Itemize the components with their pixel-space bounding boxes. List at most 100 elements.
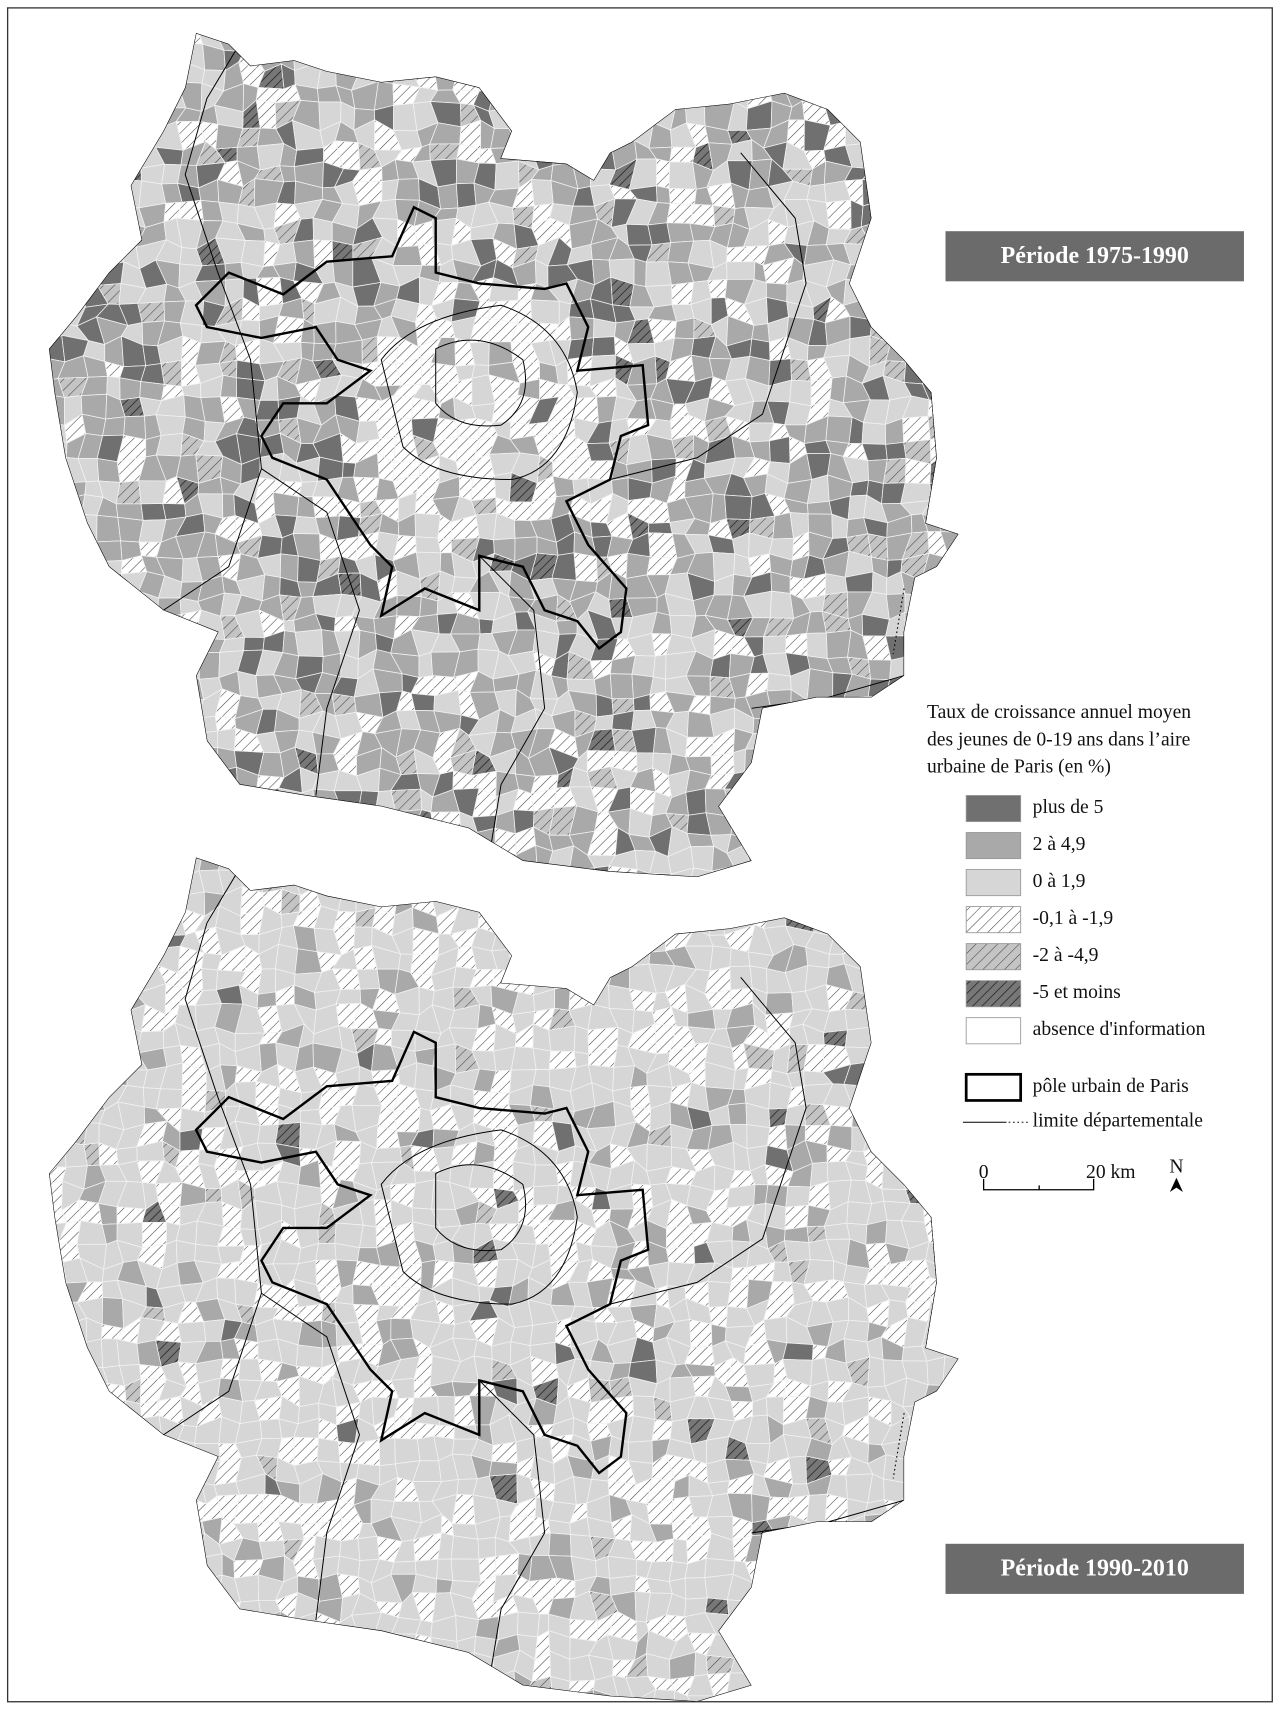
commune — [549, 928, 568, 954]
commune — [473, 45, 495, 72]
commune — [379, 1438, 395, 1465]
commune — [123, 1415, 145, 1444]
commune — [511, 1047, 536, 1071]
commune — [629, 989, 656, 1012]
commune — [931, 985, 950, 1010]
commune — [969, 23, 983, 47]
commune — [97, 459, 120, 483]
commune — [218, 847, 242, 871]
commune — [356, 868, 383, 893]
commune — [766, 1710, 793, 1714]
commune — [921, 1063, 945, 1091]
commune — [863, 884, 892, 912]
commune — [945, 141, 971, 166]
commune — [587, 974, 611, 986]
commune — [202, 969, 218, 991]
commune — [941, 207, 965, 229]
commune — [803, 1537, 833, 1561]
commune — [869, 1101, 886, 1127]
commune — [590, 84, 616, 108]
page: Taux de croissance {"maps":[{"title":"Pé… — [0, 0, 1281, 1714]
commune — [156, 793, 181, 818]
commune — [883, 458, 906, 483]
commune — [806, 887, 833, 907]
commune — [254, 30, 280, 53]
commune — [282, 835, 303, 854]
commune — [824, 753, 852, 770]
commune — [966, 649, 988, 680]
commune — [394, 810, 422, 837]
commune — [941, 1619, 970, 1639]
legend-swatch — [966, 832, 1020, 858]
commune — [921, 122, 945, 151]
commune — [549, 1026, 576, 1052]
commune — [669, 162, 696, 189]
commune — [234, 1670, 257, 1701]
commune — [452, 850, 477, 874]
commune — [475, 22, 489, 50]
commune — [614, 1698, 637, 1714]
commune — [844, 1615, 867, 1641]
commune — [928, 1301, 947, 1322]
commune — [785, 1596, 809, 1620]
commune — [280, 554, 298, 582]
commune — [39, 535, 63, 561]
commune — [866, 123, 891, 151]
commune — [920, 1102, 949, 1129]
commune — [496, 868, 517, 889]
commune — [920, 1084, 944, 1106]
commune — [44, 749, 63, 778]
commune — [77, 164, 108, 190]
commune — [942, 1415, 970, 1443]
commune — [708, 22, 734, 43]
commune — [244, 637, 265, 650]
commune — [317, 1438, 340, 1462]
commune — [824, 82, 849, 106]
commune — [64, 1574, 85, 1597]
commune — [77, 992, 100, 1011]
commune — [476, 513, 497, 540]
commune — [960, 454, 991, 483]
commune — [313, 218, 332, 241]
commune — [142, 1222, 166, 1247]
commune — [806, 866, 832, 896]
commune — [632, 655, 655, 676]
commune — [629, 925, 651, 952]
commune — [850, 1633, 872, 1659]
commune — [607, 29, 637, 52]
legend-label: 2 à 4,9 — [1033, 834, 1086, 855]
commune — [157, 887, 184, 915]
commune — [905, 43, 930, 70]
commune — [43, 238, 69, 258]
commune — [41, 279, 66, 300]
commune — [963, 478, 989, 497]
commune — [118, 1533, 144, 1563]
commune — [871, 245, 885, 265]
commune — [66, 848, 87, 877]
commune — [62, 495, 85, 522]
commune — [80, 218, 106, 248]
commune — [883, 244, 906, 263]
commune — [42, 927, 64, 954]
commune — [120, 908, 145, 936]
commune — [887, 872, 912, 891]
commune — [238, 792, 256, 815]
commune — [119, 1709, 142, 1714]
commune — [686, 62, 710, 91]
commune — [255, 788, 282, 814]
legend-label: limite départementale — [1033, 1111, 1204, 1132]
commune — [770, 897, 792, 912]
commune — [293, 847, 321, 867]
commune — [807, 633, 828, 659]
commune — [42, 335, 65, 362]
commune — [863, 709, 891, 737]
legend-label: absence d'information — [1033, 1019, 1206, 1040]
commune — [752, 870, 769, 892]
commune — [548, 866, 571, 888]
commune — [59, 218, 85, 239]
commune — [61, 143, 82, 167]
legend-swatch — [966, 907, 1020, 933]
commune — [61, 1318, 87, 1344]
commune — [40, 768, 65, 797]
commune — [238, 671, 259, 698]
